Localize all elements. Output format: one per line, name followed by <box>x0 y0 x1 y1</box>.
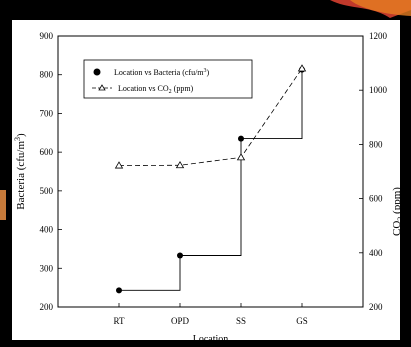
legend-co2-label-main: Location vs CO <box>118 84 169 93</box>
plot-area-frame <box>57 35 364 308</box>
right-y-axis-label-main: CO <box>391 221 403 236</box>
left-y-tick-label: 800 <box>40 70 54 80</box>
left-y-tick-label: 600 <box>40 147 54 157</box>
legend-bacteria-label-tail: ) <box>207 68 210 77</box>
legend-co2-marker <box>98 84 106 91</box>
legend-bacteria-marker <box>93 68 101 76</box>
plot-frame <box>57 35 364 308</box>
x-axis: RT OPD SS GS <box>114 303 308 326</box>
co2-dashed-line <box>118 68 303 166</box>
left-y-tick-label: 700 <box>40 108 54 118</box>
left-y-axis: 200 300 400 500 600 700 800 900 <box>40 31 62 312</box>
co2-point <box>297 64 307 72</box>
left-y-axis-label-main: Bacteria (cfu/m <box>15 141 27 210</box>
bacteria-point <box>238 135 244 142</box>
x-tick-label: SS <box>236 316 246 326</box>
x-axis-label: Location <box>193 334 229 345</box>
right-y-axis-label: CO2 (ppm) <box>391 187 405 236</box>
co2-point <box>175 160 185 169</box>
legend: Location vs Bacteria (cfu/m3) Location v… <box>83 59 253 99</box>
legend-co2-label: Location vs CO2 (ppm) <box>118 84 194 95</box>
right-y-tick-label: 1200 <box>369 31 388 41</box>
left-y-axis-label: Bacteria (cfu/m3) <box>13 133 27 210</box>
left-y-tick-label: 500 <box>40 186 54 196</box>
right-y-tick-label: 400 <box>369 248 383 258</box>
left-y-tick-label: 300 <box>40 263 54 273</box>
co2-point <box>114 161 124 169</box>
legend-co2-label-tail: (ppm) <box>172 84 194 93</box>
legend-bacteria-label-main: Location vs Bacteria (cfu/m <box>114 68 204 77</box>
legend-bacteria-label-sup: 3 <box>204 68 207 74</box>
x-tick-label: OPD <box>171 316 190 326</box>
right-y-tick-label: 200 <box>369 302 383 312</box>
right-y-axis: 200 400 600 800 1000 1200 <box>359 31 388 312</box>
series-layer <box>114 64 307 294</box>
legend-co2-label-sub: 2 <box>169 89 172 95</box>
co2-point <box>236 153 246 161</box>
bacteria-point <box>177 252 183 259</box>
left-y-tick-label: 900 <box>40 31 54 41</box>
x-tick-label: GS <box>296 316 308 326</box>
x-tick-label: RT <box>114 316 125 326</box>
legend-bacteria-label: Location vs Bacteria (cfu/m3) <box>114 68 210 77</box>
left-y-tick-label: 400 <box>40 225 54 235</box>
left-y-tick-label: 200 <box>40 302 54 312</box>
right-y-tick-label: 800 <box>369 139 383 149</box>
bacteria-point <box>116 287 122 294</box>
legend-box <box>83 59 253 99</box>
right-y-axis-label-tail: (ppm) <box>391 187 403 217</box>
left-y-axis-label-tail: ) <box>15 133 27 137</box>
right-y-tick-label: 1000 <box>369 85 388 95</box>
right-y-axis-label-sub: 2 <box>396 217 405 221</box>
left-y-axis-label-sup: 3 <box>13 137 22 141</box>
bacteria-step-line <box>119 69 303 291</box>
right-y-tick-label: 600 <box>369 194 383 204</box>
